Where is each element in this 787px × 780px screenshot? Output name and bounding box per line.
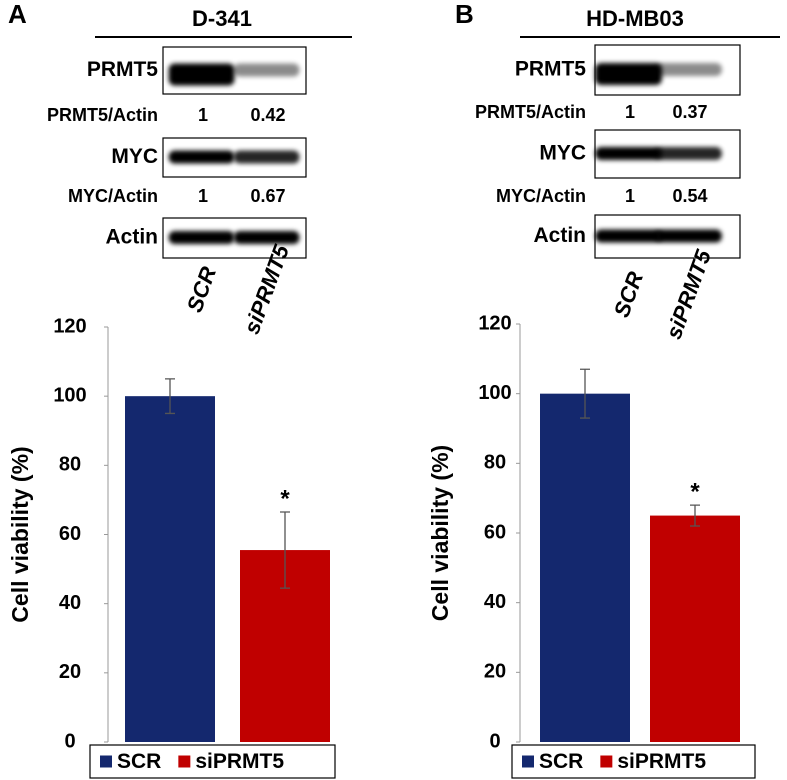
y-tick-label: 100 — [53, 384, 86, 406]
ratio-value: 1 — [198, 105, 208, 125]
ratio-label: MYC/Actin — [68, 186, 158, 206]
blot-label: MYC — [111, 145, 158, 168]
legend-swatch — [178, 755, 191, 768]
blot-band — [655, 63, 722, 76]
blot-label: MYC — [539, 142, 586, 165]
error-bar — [580, 368, 590, 419]
ratio-label: PRMT5/Actin — [47, 105, 158, 125]
blot-band — [233, 231, 300, 244]
blot-band — [233, 150, 300, 164]
blot-band — [168, 231, 235, 244]
blot-band — [595, 229, 662, 243]
ratio-value: 1 — [198, 186, 208, 206]
y-tick-label: 20 — [59, 661, 81, 683]
y-axis-label: Cell viability (%) — [427, 445, 453, 621]
ratio-value: 1 — [625, 186, 635, 206]
legend-swatch — [100, 755, 112, 768]
lane-label: SCR — [182, 263, 221, 315]
ratio-value: 1 — [625, 102, 635, 122]
y-tick-label: 40 — [484, 591, 506, 613]
ratio-value: 0.37 — [672, 102, 707, 122]
blot-band — [655, 147, 722, 160]
blot-label: Actin — [534, 224, 587, 247]
y-tick-label: 120 — [53, 315, 86, 337]
lane-label: siPRMT5 — [661, 246, 717, 343]
blot-band — [233, 63, 300, 77]
legend-frame — [89, 744, 336, 779]
significance-marker: * — [280, 485, 290, 512]
legend-swatch — [522, 755, 534, 768]
y-tick-label: 80 — [484, 452, 506, 474]
error-bar — [280, 511, 290, 589]
y-tick-label: 0 — [64, 730, 75, 752]
ratio-label: MYC/Actin — [496, 186, 586, 206]
y-tick-label: 80 — [59, 454, 81, 476]
bar — [540, 393, 630, 742]
y-tick-label: 0 — [489, 730, 500, 752]
cell-line-title: HD-MB03 — [586, 6, 684, 31]
blot-label: Actin — [106, 226, 159, 249]
error-bar — [690, 504, 700, 527]
blot-label: PRMT5 — [515, 58, 586, 81]
bar — [650, 515, 740, 742]
blot-band — [595, 63, 662, 85]
legend-frame — [511, 744, 756, 779]
bar — [125, 396, 215, 742]
y-tick-label: 20 — [484, 661, 506, 683]
y-tick-label: 40 — [59, 592, 81, 614]
ratio-value: 0.67 — [250, 186, 285, 206]
legend-swatch — [600, 755, 613, 768]
y-axis-label: Cell viability (%) — [7, 446, 33, 622]
ratio-value: 0.42 — [250, 105, 285, 125]
ratio-value: 0.54 — [672, 186, 707, 206]
y-tick-label: 60 — [484, 521, 506, 543]
legend-label: SCR — [539, 750, 583, 773]
blot-band — [595, 147, 662, 160]
lane-label: SCR — [609, 268, 648, 320]
panel-letter: A — [8, 0, 27, 29]
legend-label: siPRMT5 — [617, 750, 706, 773]
y-tick-label: 100 — [478, 382, 511, 404]
error-bar — [165, 378, 175, 415]
blot-band — [168, 63, 235, 86]
y-tick-label: 60 — [59, 523, 81, 545]
blot-band — [655, 229, 722, 243]
blot-label: PRMT5 — [87, 58, 158, 81]
y-tick-label: 120 — [478, 312, 511, 334]
significance-marker: * — [690, 478, 700, 505]
ratio-label: PRMT5/Actin — [475, 102, 586, 122]
panel-letter: B — [455, 0, 474, 29]
cell-line-title: D-341 — [192, 6, 252, 31]
legend-label: siPRMT5 — [195, 750, 284, 773]
blot-band — [168, 150, 235, 164]
legend-label: SCR — [117, 750, 161, 773]
